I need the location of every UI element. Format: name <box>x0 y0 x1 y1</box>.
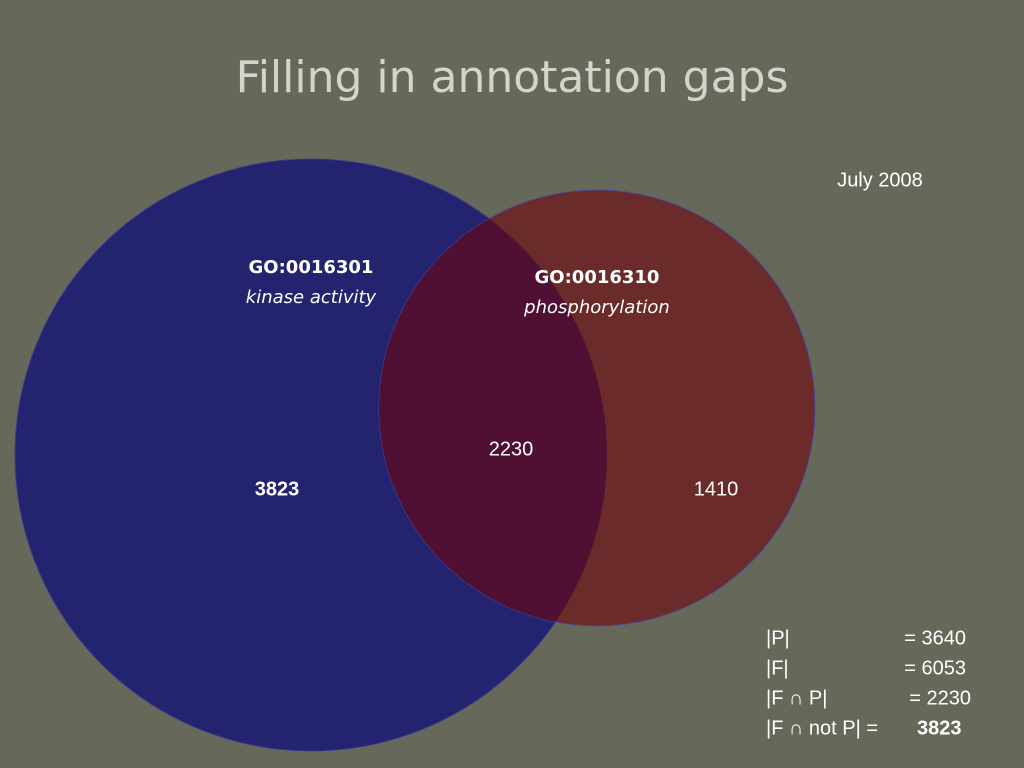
summary-label: |F ∩ P| <box>766 687 827 709</box>
count: 1410 <box>694 478 739 500</box>
set-id: GO:0016310 <box>535 267 660 288</box>
summary-value: 3823 <box>917 717 962 739</box>
summary-value: = 3640 <box>904 627 966 649</box>
set-id: GO:0016301 <box>249 257 374 278</box>
date: July 2008 <box>837 169 923 191</box>
summary-value: = 6053 <box>904 657 966 679</box>
slide-title: Filling in annotation gaps <box>236 52 789 103</box>
summary-label: |F ∩ not P| = <box>766 717 878 739</box>
count: 3823 <box>255 478 300 500</box>
summary-label: |P| <box>766 627 790 649</box>
count: 2230 <box>489 438 534 460</box>
set-name: phosphorylation <box>523 297 670 318</box>
summary: |P| = 3640 |F| = 6053 |F ∩ P| = 2230 |F ∩ not … <box>766 627 971 739</box>
set-name: kinase activity <box>246 287 377 308</box>
summary-label: |F| <box>766 657 789 679</box>
summary-value: = 2230 <box>909 687 971 709</box>
